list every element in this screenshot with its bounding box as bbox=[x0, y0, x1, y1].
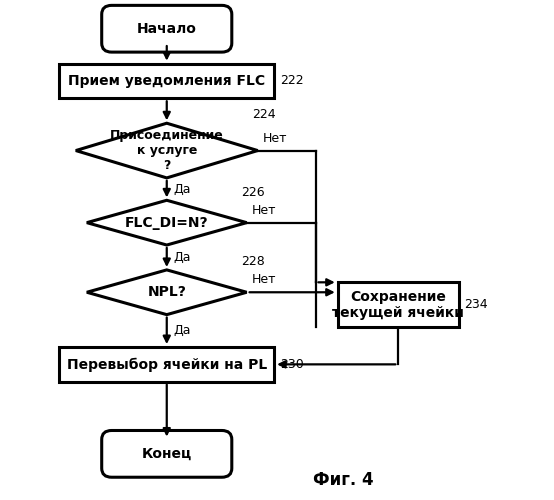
Polygon shape bbox=[76, 123, 258, 178]
Bar bbox=[337, 282, 459, 327]
Text: 230: 230 bbox=[280, 358, 304, 371]
Text: Конец: Конец bbox=[142, 447, 192, 461]
Text: 224: 224 bbox=[252, 108, 276, 120]
Text: Нет: Нет bbox=[252, 204, 276, 216]
Text: Да: Да bbox=[173, 324, 191, 338]
Bar bbox=[59, 347, 274, 382]
Text: NPL?: NPL? bbox=[147, 286, 186, 300]
Text: Перевыбор ячейки на PL: Перевыбор ячейки на PL bbox=[66, 357, 267, 372]
Text: 228: 228 bbox=[241, 256, 265, 268]
Text: 226: 226 bbox=[241, 186, 265, 199]
FancyBboxPatch shape bbox=[102, 430, 232, 477]
Text: 222: 222 bbox=[280, 74, 304, 88]
Text: Начало: Начало bbox=[137, 22, 197, 36]
Polygon shape bbox=[87, 270, 247, 314]
Text: Присоединение
к услуге
?: Присоединение к услуге ? bbox=[110, 129, 224, 172]
Polygon shape bbox=[87, 200, 247, 245]
Text: Фиг. 4: Фиг. 4 bbox=[313, 470, 373, 488]
FancyBboxPatch shape bbox=[102, 6, 232, 52]
Bar bbox=[59, 64, 274, 98]
Text: Нет: Нет bbox=[252, 274, 276, 286]
Text: 234: 234 bbox=[464, 298, 488, 311]
Text: FLC_DI=N?: FLC_DI=N? bbox=[125, 216, 208, 230]
Text: Прием уведомления FLC: Прием уведомления FLC bbox=[68, 74, 265, 88]
Text: Сохранение
текущей ячейки: Сохранение текущей ячейки bbox=[332, 290, 464, 320]
Text: Да: Да bbox=[173, 251, 191, 264]
Text: Да: Да bbox=[173, 182, 191, 196]
Text: Нет: Нет bbox=[263, 132, 288, 144]
